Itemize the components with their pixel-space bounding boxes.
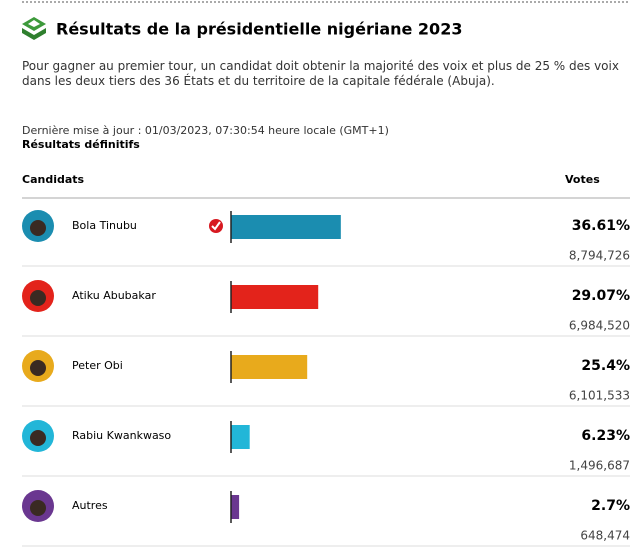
- logo: [22, 17, 46, 40]
- description: Pour gagner au premier tour, un candidat…: [22, 59, 619, 88]
- candidate-name: Bola Tinubu: [72, 219, 137, 232]
- avatar-face: [30, 360, 46, 376]
- vote-count: 6,984,520: [569, 319, 630, 333]
- candidate-name: Rabiu Kwankwaso: [72, 429, 171, 442]
- vote-count: 1,496,687: [569, 459, 630, 473]
- percent-label: 25.4%: [581, 358, 630, 374]
- avatar-face: [30, 290, 46, 306]
- percent-label: 29.07%: [572, 288, 630, 304]
- avatar-face: [30, 220, 46, 236]
- percent-label: 6.23%: [581, 428, 630, 444]
- column-header: Votes: [565, 173, 600, 186]
- winner-check: [209, 219, 223, 233]
- percent-label: 36.61%: [572, 218, 630, 234]
- bar: [231, 215, 341, 239]
- vote-count: 8,794,726: [569, 249, 630, 263]
- column-header: Candidats: [22, 173, 85, 186]
- title: Résultats de la présidentielle nigériane…: [56, 20, 462, 39]
- avatar-face: [30, 430, 46, 446]
- update-time: Dernière mise à jour : 01/03/2023, 07:30…: [22, 124, 389, 137]
- status: Résultats définitifs: [22, 138, 140, 151]
- candidate-name: Autres: [72, 499, 108, 512]
- candidate-name: Atiku Abubakar: [72, 289, 156, 302]
- vote-count: 6,101,533: [569, 389, 630, 403]
- bar: [231, 425, 250, 449]
- vote-count: 648,474: [580, 529, 630, 543]
- bar: [231, 285, 319, 309]
- candidate-name: Peter Obi: [72, 359, 123, 372]
- bar: [231, 495, 240, 519]
- avatar-face: [30, 500, 46, 516]
- bar: [231, 355, 308, 379]
- percent-label: 2.7%: [591, 498, 630, 514]
